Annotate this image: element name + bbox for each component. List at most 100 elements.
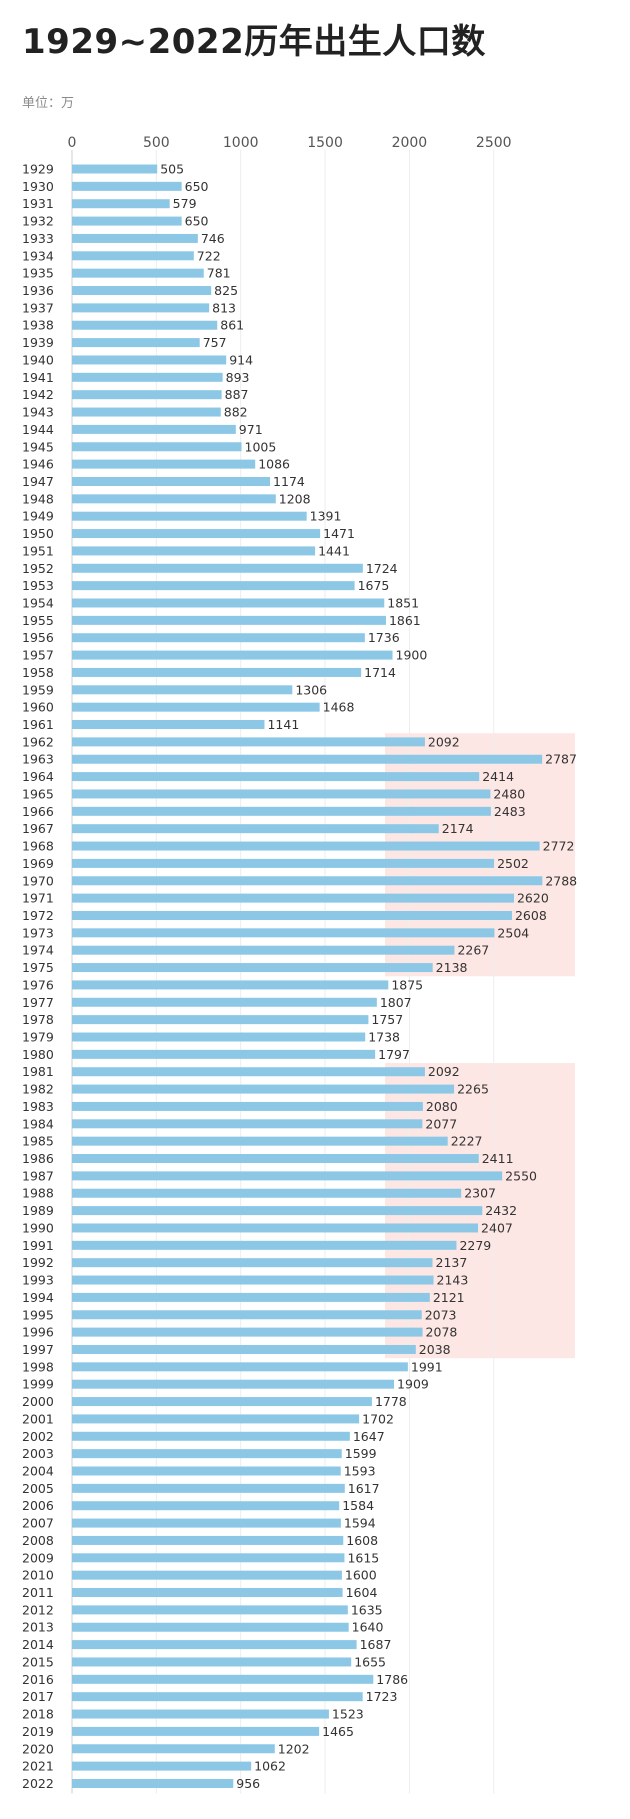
year-label: 1970: [22, 873, 54, 888]
bar: [72, 424, 236, 434]
bar: [72, 181, 182, 191]
value-label: 1647: [353, 1429, 385, 1444]
value-label: 813: [212, 300, 236, 315]
bar: [72, 1206, 483, 1216]
bar: [72, 1310, 422, 1320]
value-label: 1523: [332, 1707, 364, 1722]
bar: [72, 442, 242, 452]
bar: [72, 1674, 374, 1684]
highlight-band: [385, 733, 575, 977]
value-label: 722: [197, 248, 221, 263]
x-tick-label: 1000: [223, 135, 259, 151]
year-label: 1957: [22, 648, 54, 663]
value-label: 1635: [351, 1602, 383, 1617]
year-label: 1965: [22, 786, 54, 801]
bar: [72, 529, 321, 539]
bar: [72, 1709, 329, 1719]
value-label: 1736: [368, 630, 400, 645]
value-label: 1991: [411, 1359, 443, 1374]
bar: [72, 945, 455, 955]
year-label: 1960: [22, 700, 54, 715]
value-label: 1441: [318, 543, 350, 558]
bar: [72, 806, 491, 816]
value-label: 1615: [347, 1550, 379, 1565]
bar: [72, 737, 425, 747]
year-label: 1983: [22, 1099, 54, 1114]
bar: [72, 685, 293, 695]
year-label: 1977: [22, 995, 54, 1010]
bar: [72, 841, 540, 851]
bar: [72, 1119, 423, 1129]
bar: [72, 598, 385, 608]
value-label: 2038: [419, 1342, 451, 1357]
bar: [72, 1570, 342, 1580]
bar: [72, 199, 170, 209]
year-label: 2014: [22, 1637, 54, 1652]
bar: [72, 494, 276, 504]
value-label: 1600: [345, 1568, 377, 1583]
year-label: 1967: [22, 821, 54, 836]
x-tick-label: 1500: [307, 135, 343, 151]
bar: [72, 1067, 425, 1077]
year-label: 2020: [22, 1741, 54, 1756]
value-label: 1909: [397, 1377, 429, 1392]
bar: [72, 1154, 479, 1164]
value-label: 1608: [346, 1533, 378, 1548]
year-label: 1943: [22, 405, 54, 420]
value-label: 2550: [505, 1168, 537, 1183]
year-label: 1935: [22, 266, 54, 281]
bar: [72, 1535, 344, 1545]
year-label: 1995: [22, 1307, 54, 1322]
year-label: 1985: [22, 1134, 54, 1149]
value-label: 2432: [485, 1203, 517, 1218]
year-label: 1934: [22, 248, 54, 263]
year-label: 1989: [22, 1203, 54, 1218]
year-label: 1994: [22, 1290, 54, 1305]
year-label: 2017: [22, 1689, 54, 1704]
value-label: 882: [224, 405, 248, 420]
year-label: 1996: [22, 1325, 54, 1340]
year-label: 1980: [22, 1047, 54, 1062]
year-label: 1971: [22, 891, 54, 906]
year-label: 1929: [22, 162, 54, 177]
year-label: 1988: [22, 1186, 54, 1201]
year-label: 2000: [22, 1394, 54, 1409]
value-label: 1593: [344, 1464, 376, 1479]
value-label: 1604: [346, 1585, 378, 1600]
bar: [72, 286, 212, 296]
bar: [72, 303, 210, 313]
value-label: 1594: [344, 1516, 376, 1531]
bar: [72, 910, 512, 920]
bar: [72, 1588, 343, 1598]
value-label: 893: [226, 370, 250, 385]
value-label: 1208: [279, 491, 311, 506]
year-label: 1964: [22, 769, 54, 784]
value-label: 887: [225, 387, 249, 402]
value-label: 2307: [464, 1186, 496, 1201]
bar: [72, 615, 386, 625]
value-label: 861: [220, 318, 244, 333]
bar: [72, 1362, 408, 1372]
bar: [72, 1292, 430, 1302]
unit-label: 单位：万: [22, 96, 75, 111]
bar: [72, 251, 194, 261]
year-label: 2018: [22, 1707, 54, 1722]
year-label: 2010: [22, 1568, 54, 1583]
value-label: 2414: [482, 769, 514, 784]
year-label: 1974: [22, 943, 54, 958]
year-label: 2002: [22, 1429, 54, 1444]
value-label: 505: [160, 162, 184, 177]
bar: [72, 997, 377, 1007]
value-label: 757: [203, 335, 227, 350]
bar: [72, 338, 200, 348]
year-label: 1986: [22, 1151, 54, 1166]
bar: [72, 980, 389, 990]
value-label: 2092: [428, 1064, 460, 1079]
year-label: 1999: [22, 1377, 54, 1392]
year-label: 2007: [22, 1516, 54, 1531]
value-label: 2480: [493, 786, 525, 801]
year-label: 1976: [22, 977, 54, 992]
bar: [72, 1744, 275, 1754]
value-label: 2121: [433, 1290, 465, 1305]
